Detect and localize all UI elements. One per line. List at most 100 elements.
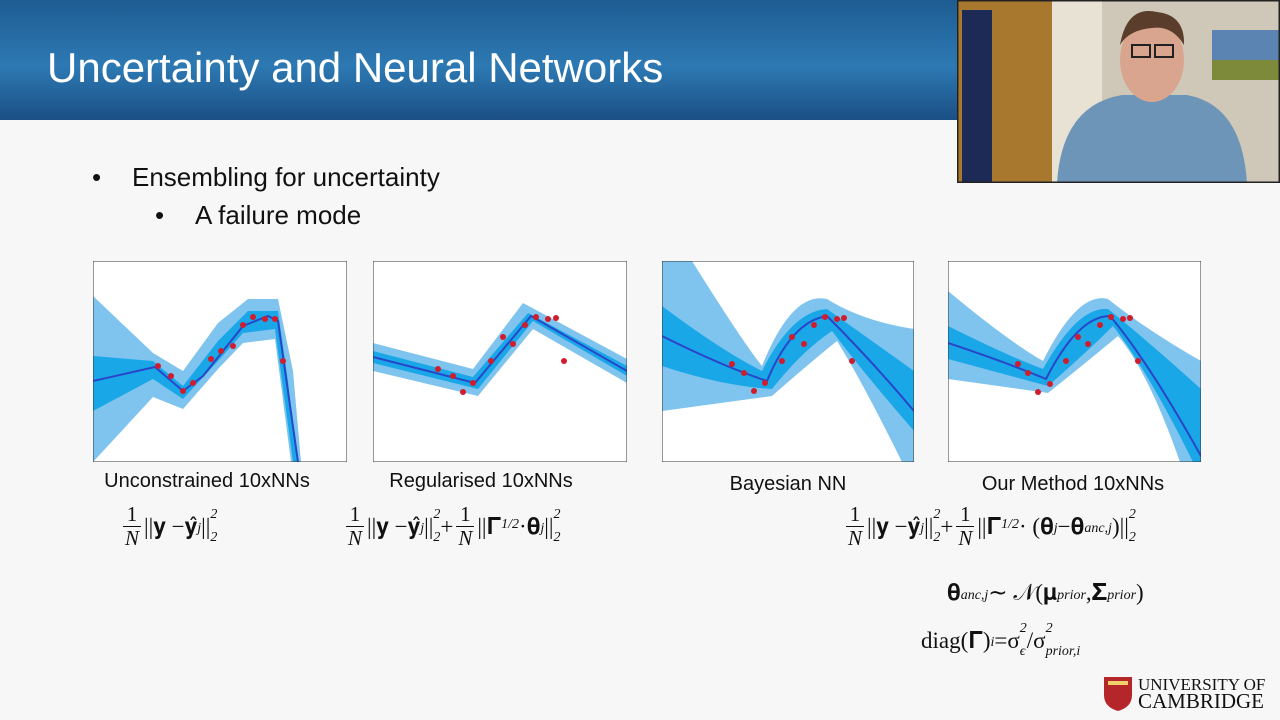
superscript: 2: [210, 506, 218, 522]
subscript: j: [1053, 521, 1058, 537]
scripted: || 2 2: [424, 506, 441, 545]
formula-text: · (: [1019, 513, 1041, 539]
subscript: prior: [1107, 587, 1137, 603]
scripted: || 2 2: [544, 506, 561, 545]
scripted: ||𝚪 1/2: [977, 514, 1019, 540]
scripted: 𝐲̂ j: [185, 514, 202, 540]
subscript: prior: [1057, 587, 1086, 603]
header-band: [0, 0, 957, 120]
scripts: prior: [1057, 583, 1086, 604]
superscript: 2: [553, 506, 561, 522]
denominator: N: [846, 526, 865, 551]
formula-base: 𝛉: [1070, 513, 1085, 539]
panel-caption: Bayesian NN: [729, 473, 847, 495]
scripts: j: [920, 516, 924, 537]
numerator: 1: [849, 502, 861, 526]
formula-base: σ: [1033, 627, 1046, 653]
formula-text: ∼ 𝒩(: [988, 580, 1044, 605]
superscript: 2: [1128, 506, 1136, 522]
subscript: anc,j: [1084, 521, 1112, 537]
formula-base: ||𝚪: [477, 513, 502, 539]
formula-base: diag(𝚪): [921, 627, 991, 653]
formula-base: 𝐲̂: [907, 513, 921, 539]
subscript: j: [540, 521, 545, 537]
scripts: j: [197, 516, 201, 537]
scripted: 𝐲̂ j: [908, 514, 925, 540]
plot-unconstrained: [93, 261, 347, 462]
superscript: 2: [1045, 621, 1053, 636]
scripted: 𝐲̂ j: [408, 514, 425, 540]
logo-text: UNIVERSITY OF: [1138, 675, 1265, 694]
subscript: i: [990, 635, 995, 651]
formula-base: 𝐲̂: [184, 513, 198, 539]
formula-base: ||𝚪: [977, 513, 1002, 539]
formula-base: ||: [424, 513, 434, 539]
formula-base: 𝛍: [1043, 580, 1058, 605]
subscript: j: [197, 521, 202, 537]
scripted: )|| 2 2: [1112, 506, 1136, 545]
slide-title: Uncertainty and Neural Networks: [47, 44, 664, 91]
panel-caption: Regularised 10xNNs: [389, 470, 573, 492]
formula-base: 𝛉: [1040, 513, 1054, 539]
sub-bullet: A failure mode: [195, 200, 362, 230]
denominator: N: [456, 526, 475, 551]
subscript: j: [920, 521, 925, 537]
subscript: 2: [210, 529, 218, 545]
formula-text: +: [440, 513, 454, 539]
formula-text: =: [994, 627, 1008, 653]
scripted: || 2 2: [924, 507, 940, 545]
superscript: 1/2: [1001, 517, 1020, 533]
subscript: ϵ: [1019, 643, 1026, 659]
formula-base: ||: [201, 513, 211, 539]
scripted: 𝛍 prior: [1043, 580, 1086, 606]
scripted: diag(𝚪) i: [921, 628, 994, 654]
formula-base: ||: [544, 513, 554, 539]
scripts: 1/2: [501, 518, 519, 535]
formula-base: ||: [924, 513, 934, 539]
scripts: i: [991, 630, 995, 651]
formula-text: ||𝐲 −: [367, 513, 408, 539]
panel-caption: Our Method 10xNNs: [981, 473, 1165, 495]
logo: UNIVERSITY OF CAMBRIDGE: [1104, 675, 1265, 713]
scripted: 𝛉 anc,j: [947, 580, 988, 606]
formula: 1 N ||𝐲 − 𝐲̂ j || 2 2: [120, 502, 218, 550]
numerator: 1: [349, 502, 361, 526]
formula-text: ||𝐲 −: [144, 513, 185, 539]
panel-caption: Unconstrained 10xNNs: [104, 470, 310, 492]
subscript: prior,i: [1045, 643, 1081, 659]
scripts: j: [420, 516, 424, 537]
scripts: 1/2: [1001, 518, 1019, 535]
subscript: 2: [433, 529, 441, 545]
scripted: ||𝚪 1/2: [477, 514, 519, 540]
logo-text: CAMBRIDGE: [1138, 689, 1264, 713]
formula-text: +: [940, 513, 954, 539]
scripts: j: [540, 516, 544, 537]
numerator: 1: [126, 502, 138, 526]
webcam: [957, 0, 1280, 183]
scripts: anc,j: [1084, 516, 1112, 537]
plot-bayesian: [662, 261, 914, 462]
formula-base: σ: [1007, 627, 1020, 653]
formula-text: /: [1026, 627, 1034, 653]
subscript: j: [420, 521, 425, 537]
formula-base: 𝛉: [947, 580, 961, 605]
superscript: 2: [1019, 621, 1027, 636]
superscript: 2: [433, 506, 441, 522]
formula-base: 𝐲̂: [407, 513, 421, 539]
numerator: 1: [960, 502, 971, 526]
formula: diag(𝚪) i = σ 2 ϵ / σ 2 prior,i: [921, 621, 1081, 659]
scripts: j: [1054, 516, 1058, 537]
formula-text: −: [1057, 513, 1071, 539]
formula-text: ·: [519, 513, 527, 539]
denominator: N: [956, 526, 975, 551]
